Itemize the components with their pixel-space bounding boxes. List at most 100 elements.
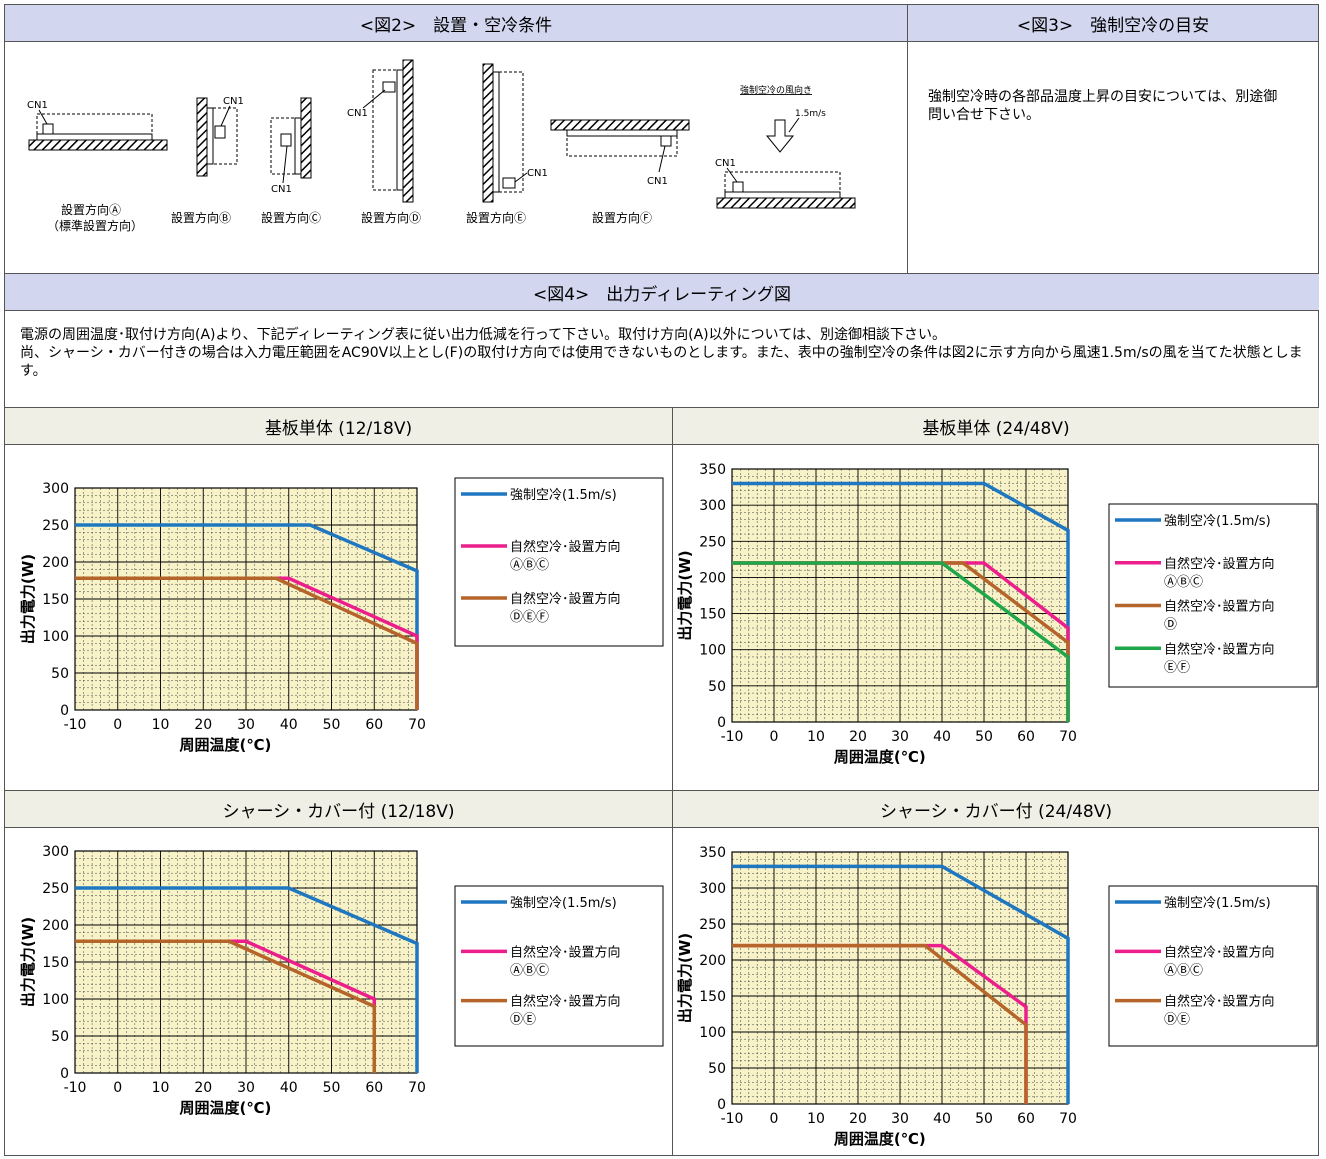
legend-label-sub: ⒹⒺ [510,1013,536,1028]
orientation-a-sublabel: （標準設置方向） [47,218,143,233]
cn1-label-e: CN1 [527,168,548,179]
x-tick-label: 0 [770,729,779,745]
y-tick-label: 0 [60,703,69,719]
orientation-b-drawing: CN1 [196,96,244,177]
series-line-2 [75,939,376,1073]
x-axis-label: 周囲温度(℃) [834,1130,926,1148]
legend-label-sub: ⒶⒷⒸ [510,963,549,978]
legend-label: 強制空冷(1.5m/s) [510,896,617,911]
fig4-note: 電源の周囲温度･取付け方向(A)より、下記ディレーティング表に従い出力低減を行っ… [20,326,1310,380]
x-tick-label: 40 [280,717,298,733]
chart-1-plot: -10 0 10 20 30 40 50 60 70050100150200250300周囲温度… [19,477,664,754]
x-tick-label: 10 [807,1111,825,1127]
x-tick-label: 30 [891,729,909,745]
x-axis-label: 周囲温度(℃) [180,1099,272,1117]
legend-label: 自然空冷･設置方向 [1164,944,1275,960]
y-tick-label: 250 [699,534,726,550]
x-tick-label: 70 [1059,1111,1077,1127]
y-tick-label: 300 [699,498,726,514]
series-line-0 [732,864,1070,1104]
y-axis-label: 出力電力(W) [19,917,37,1007]
y-tick-label: 100 [42,992,69,1008]
cn1-label-d: CN1 [347,108,368,119]
y-tick-label: 50 [708,1061,726,1077]
y-tick-label: 300 [42,481,69,497]
legend-label: 強制空冷(1.5m/s) [1164,896,1271,911]
y-tick-label: 150 [699,989,726,1005]
section-divider-middle [5,790,1319,791]
legend-label: 自然空冷･設置方向 [1164,641,1275,657]
x-tick-label: 20 [849,1111,867,1127]
x-tick-label: 20 [194,1080,212,1096]
y-tick-label: 150 [42,592,69,608]
x-axis-label: 周囲温度(℃) [834,748,926,766]
legend-label: 自然空冷･設置方向 [1164,994,1275,1010]
y-tick-label: 50 [51,1029,69,1045]
legend-label: 自然空冷･設置方向 [510,539,621,555]
x-tick-label: 40 [933,1111,951,1127]
x-tick-label: 70 [408,717,426,733]
fig2-header: <図2> 設置・空冷条件 [5,5,907,42]
y-axis-label: 出力電力(W) [19,554,37,644]
x-tick-label: 20 [849,729,867,745]
legend-label: 自然空冷･設置方向 [510,591,621,607]
charts-center-divider [672,408,673,1156]
airflow-speed: 1.5m/s [795,109,826,119]
chart1-title: 基板単体 (12/18V) [264,418,413,439]
y-tick-label: 200 [699,953,726,969]
x-tick-label: -10 [721,729,744,745]
x-tick-label: 10 [807,729,825,745]
airflow-title: 強制空冷の風向き [740,84,812,96]
chart2-title: 基板単体 (24/48V) [922,418,1070,439]
airflow-arrow-icon [765,119,795,153]
y-tick-label: 250 [42,518,69,534]
x-tick-label: 30 [237,717,255,733]
section-divider-top [5,273,1319,274]
x-tick-label: 40 [933,729,951,745]
x-tick-label: 10 [152,717,170,733]
orientation-d-drawing: CN1 [347,59,414,203]
y-axis-label: 出力電力(W) [676,550,694,640]
fig2-fig3-divider [907,5,908,273]
legend-label: 自然空冷･設置方向 [510,994,621,1010]
series-line-3 [732,561,1070,722]
x-tick-label: 0 [770,1111,779,1127]
y-tick-label: 150 [699,607,726,623]
x-tick-label: -10 [64,717,87,733]
x-tick-label: -10 [64,1080,87,1096]
y-tick-label: 250 [699,917,726,933]
y-tick-label: 200 [699,570,726,586]
cn1-label-b: CN1 [223,96,244,107]
cn1-label-air: CN1 [715,158,736,169]
datasheet-frame [4,4,1319,1156]
y-tick-label: 50 [708,679,726,695]
fig2-mounting-diagram: CN1 CN1 CN1 CN1 CN1 [27,59,856,233]
cn1-label-a: CN1 [27,100,48,111]
x-axis-label: 周囲温度(℃) [180,736,272,754]
chart3-title: シャーシ・カバー付 (12/18V) [222,801,455,822]
x-tick-label: 0 [113,717,122,733]
legend-label: 自然空冷･設置方向 [1164,599,1275,615]
orientation-c-drawing: CN1 [270,97,312,195]
chart-4-plot: -10 0 10 20 30 40 50 60 70050100150200250300350周… [676,845,1318,1148]
cn1-label-c: CN1 [271,184,292,195]
orientation-e-label: 設置方向Ⓔ [466,210,526,225]
legend-box [454,885,664,1047]
fig4-title: <図4> 出力ディレーティング図 [532,284,792,305]
series-line-0 [75,886,419,1073]
orientation-b-label: 設置方向Ⓑ [171,210,231,225]
y-tick-label: 0 [717,715,726,731]
fig4-note-line2: 尚、シャーシ・カバー付きの場合は入力電圧範囲をAC90V以上とし(F)の取付け方… [20,345,1303,379]
y-tick-label: 100 [42,629,69,645]
orientation-f-label: 設置方向Ⓕ [592,210,652,225]
legend-label: 自然空冷･設置方向 [510,944,621,960]
x-tick-label: 50 [323,1080,341,1096]
section-divider-charts [5,407,1319,408]
chart4-title: シャーシ・カバー付 (24/48V) [880,801,1112,822]
orientation-f-drawing: CN1 [550,119,690,187]
y-tick-label: 100 [699,643,726,659]
legend-label-sub: ⒹⒺⒻ [510,610,549,625]
y-tick-label: 300 [699,881,726,897]
x-tick-label: -10 [721,1111,744,1127]
y-tick-label: 0 [717,1097,726,1113]
